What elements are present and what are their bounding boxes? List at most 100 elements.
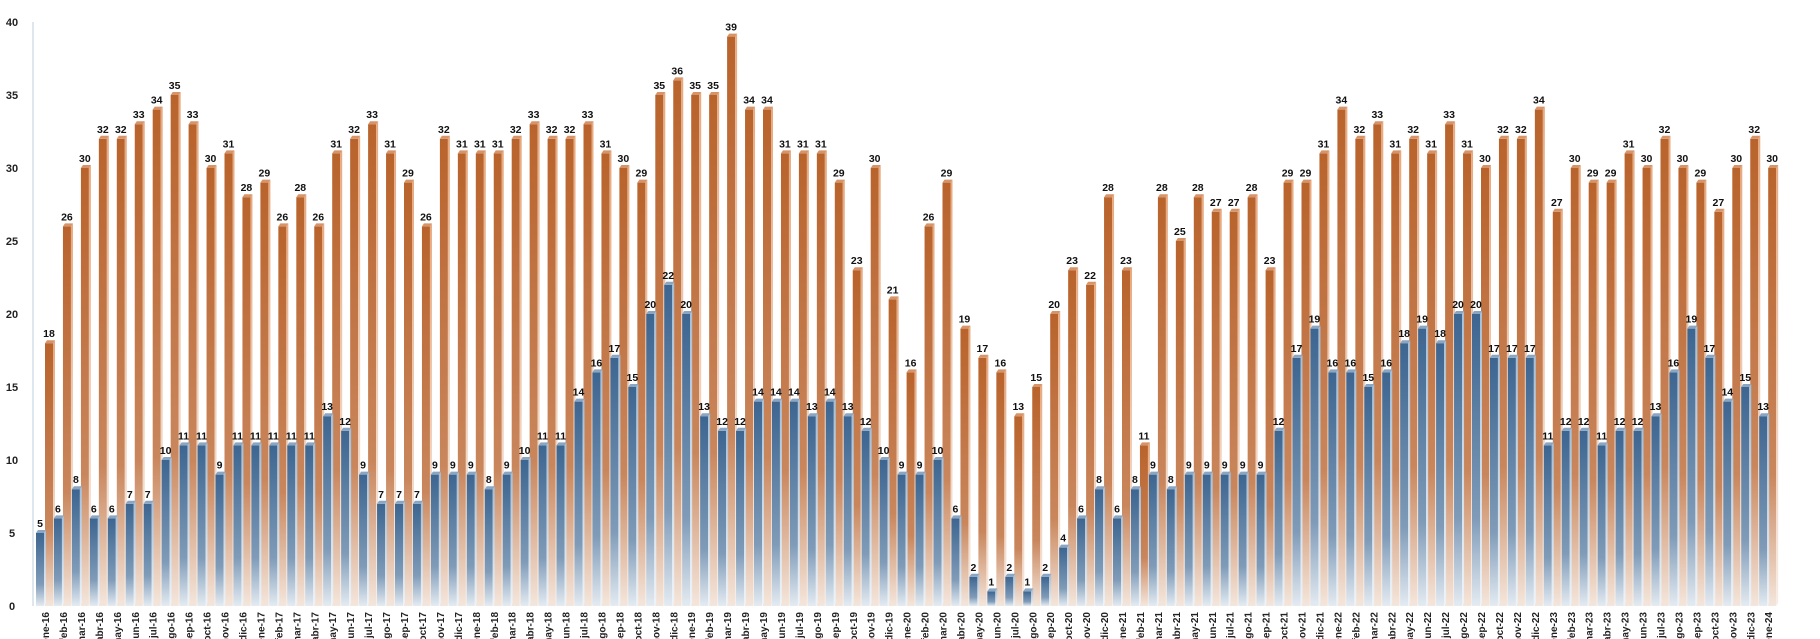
bar-blue-top xyxy=(1113,515,1123,519)
data-label-orange: 13 xyxy=(1012,401,1024,413)
bar-blue xyxy=(1328,372,1337,606)
bar-blue-side xyxy=(1426,325,1429,606)
bar-blue-side xyxy=(61,515,64,606)
bar-blue-side xyxy=(1282,427,1285,606)
bar-orange xyxy=(1301,182,1310,606)
bar-blue-top xyxy=(1597,442,1608,446)
bar-orange-top xyxy=(870,165,881,168)
bar-blue xyxy=(125,503,134,606)
bar-orange xyxy=(547,138,556,607)
bar-orange xyxy=(1606,182,1615,606)
bar-blue-top xyxy=(1759,413,1770,417)
data-label-orange: 28 xyxy=(241,182,253,194)
bar-blue-top xyxy=(771,398,782,402)
bar-blue xyxy=(1687,328,1696,606)
bar-orange xyxy=(798,153,807,606)
bar-blue-side xyxy=(1605,442,1608,606)
bar-orange-top xyxy=(278,223,289,227)
data-label-orange: 29 xyxy=(1587,168,1599,180)
data-label-orange: 31 xyxy=(1461,138,1473,150)
bar-blue-top xyxy=(1436,340,1447,344)
bar-blue-top xyxy=(843,413,854,417)
data-label-orange: 30 xyxy=(618,153,630,165)
bar-blue xyxy=(1507,357,1516,606)
y-tick-label: 40 xyxy=(6,17,18,29)
bar-blue xyxy=(287,445,296,606)
bar-orange xyxy=(942,182,951,606)
bar-orange xyxy=(439,138,448,607)
bar-blue-side xyxy=(1695,325,1698,606)
data-label-blue: 18 xyxy=(1398,328,1410,340)
bar-blue-top xyxy=(1005,573,1016,577)
bar-orange-top xyxy=(1139,442,1150,446)
data-label-blue: 12 xyxy=(339,416,351,428)
data-label-orange: 32 xyxy=(1354,124,1366,136)
bar-blue-side xyxy=(241,442,244,606)
data-label-orange: 34 xyxy=(743,95,755,107)
data-label-orange: 27 xyxy=(1210,197,1222,209)
data-label-orange: 34 xyxy=(1533,95,1545,107)
bar-blue-side xyxy=(995,588,998,606)
bar-orange xyxy=(404,182,412,606)
x-tick-label: abr-20 xyxy=(956,612,967,639)
x-tick-label: may-23 xyxy=(1621,612,1632,639)
bar-blue xyxy=(628,387,637,606)
data-label-orange: 33 xyxy=(366,109,378,121)
bar-blue xyxy=(1615,430,1624,606)
x-tick-label: mar-17 xyxy=(292,612,303,639)
bar-orange xyxy=(1175,241,1184,606)
bar-orange-top xyxy=(960,325,971,329)
bar-blue xyxy=(897,474,906,606)
data-label-orange: 29 xyxy=(833,168,845,180)
bar-orange-top xyxy=(439,135,450,139)
bar-blue-side xyxy=(1300,354,1303,606)
bar-orange xyxy=(727,36,736,607)
data-label-blue: 12 xyxy=(734,416,746,428)
bar-blue-top xyxy=(1328,369,1339,373)
bar-blue-top xyxy=(1454,311,1465,314)
bar-orange xyxy=(996,372,1005,606)
data-label-blue: 17 xyxy=(1524,343,1536,355)
bar-blue-top xyxy=(646,311,657,314)
bar-orange-top xyxy=(1104,194,1115,198)
bar-blue xyxy=(1400,343,1409,606)
bar-blue-side xyxy=(744,427,747,606)
data-label-orange: 28 xyxy=(1192,182,1204,194)
bar-orange xyxy=(1014,416,1023,606)
bar-blue-top xyxy=(1669,369,1680,373)
x-tick-label: nov-21 xyxy=(1298,612,1309,639)
data-label-orange: 32 xyxy=(546,124,558,136)
data-label-orange: 33 xyxy=(582,109,594,121)
bar-orange xyxy=(1750,138,1759,607)
x-tick-label: oct-16 xyxy=(203,612,214,639)
bar-orange xyxy=(314,226,323,606)
x-tick-label: dic-18 xyxy=(669,612,680,639)
bar-blue-side xyxy=(456,471,459,606)
x-tick-label: nov-20 xyxy=(1082,612,1093,639)
data-label-blue: 20 xyxy=(644,299,656,311)
bar-blue xyxy=(143,503,152,606)
bar-blue-side xyxy=(1569,427,1572,606)
bar-blue-top xyxy=(1705,354,1716,358)
data-label-blue: 9 xyxy=(217,460,223,472)
bar-orange xyxy=(98,138,107,607)
bar-orange-top xyxy=(511,135,522,139)
data-label-orange: 30 xyxy=(1569,153,1581,165)
data-label-orange: 26 xyxy=(312,211,324,223)
data-label-blue: 9 xyxy=(504,460,510,472)
data-label-blue: 13 xyxy=(1650,401,1662,413)
data-label-blue: 9 xyxy=(1222,460,1228,472)
bar-orange-side xyxy=(968,325,971,606)
bar-orange xyxy=(152,109,161,606)
bar-orange xyxy=(1319,153,1328,606)
bar-orange xyxy=(1588,182,1597,606)
bar-orange-top xyxy=(386,150,397,154)
bar-orange xyxy=(1122,270,1130,606)
bar-blue-side xyxy=(1587,427,1590,606)
data-label-blue: 10 xyxy=(932,445,944,457)
bar-blue xyxy=(1436,343,1445,606)
bar-orange-top xyxy=(1552,208,1563,212)
bar-orange-top xyxy=(1534,106,1545,110)
bar-blue xyxy=(107,518,116,606)
bar-blue xyxy=(1292,357,1301,606)
